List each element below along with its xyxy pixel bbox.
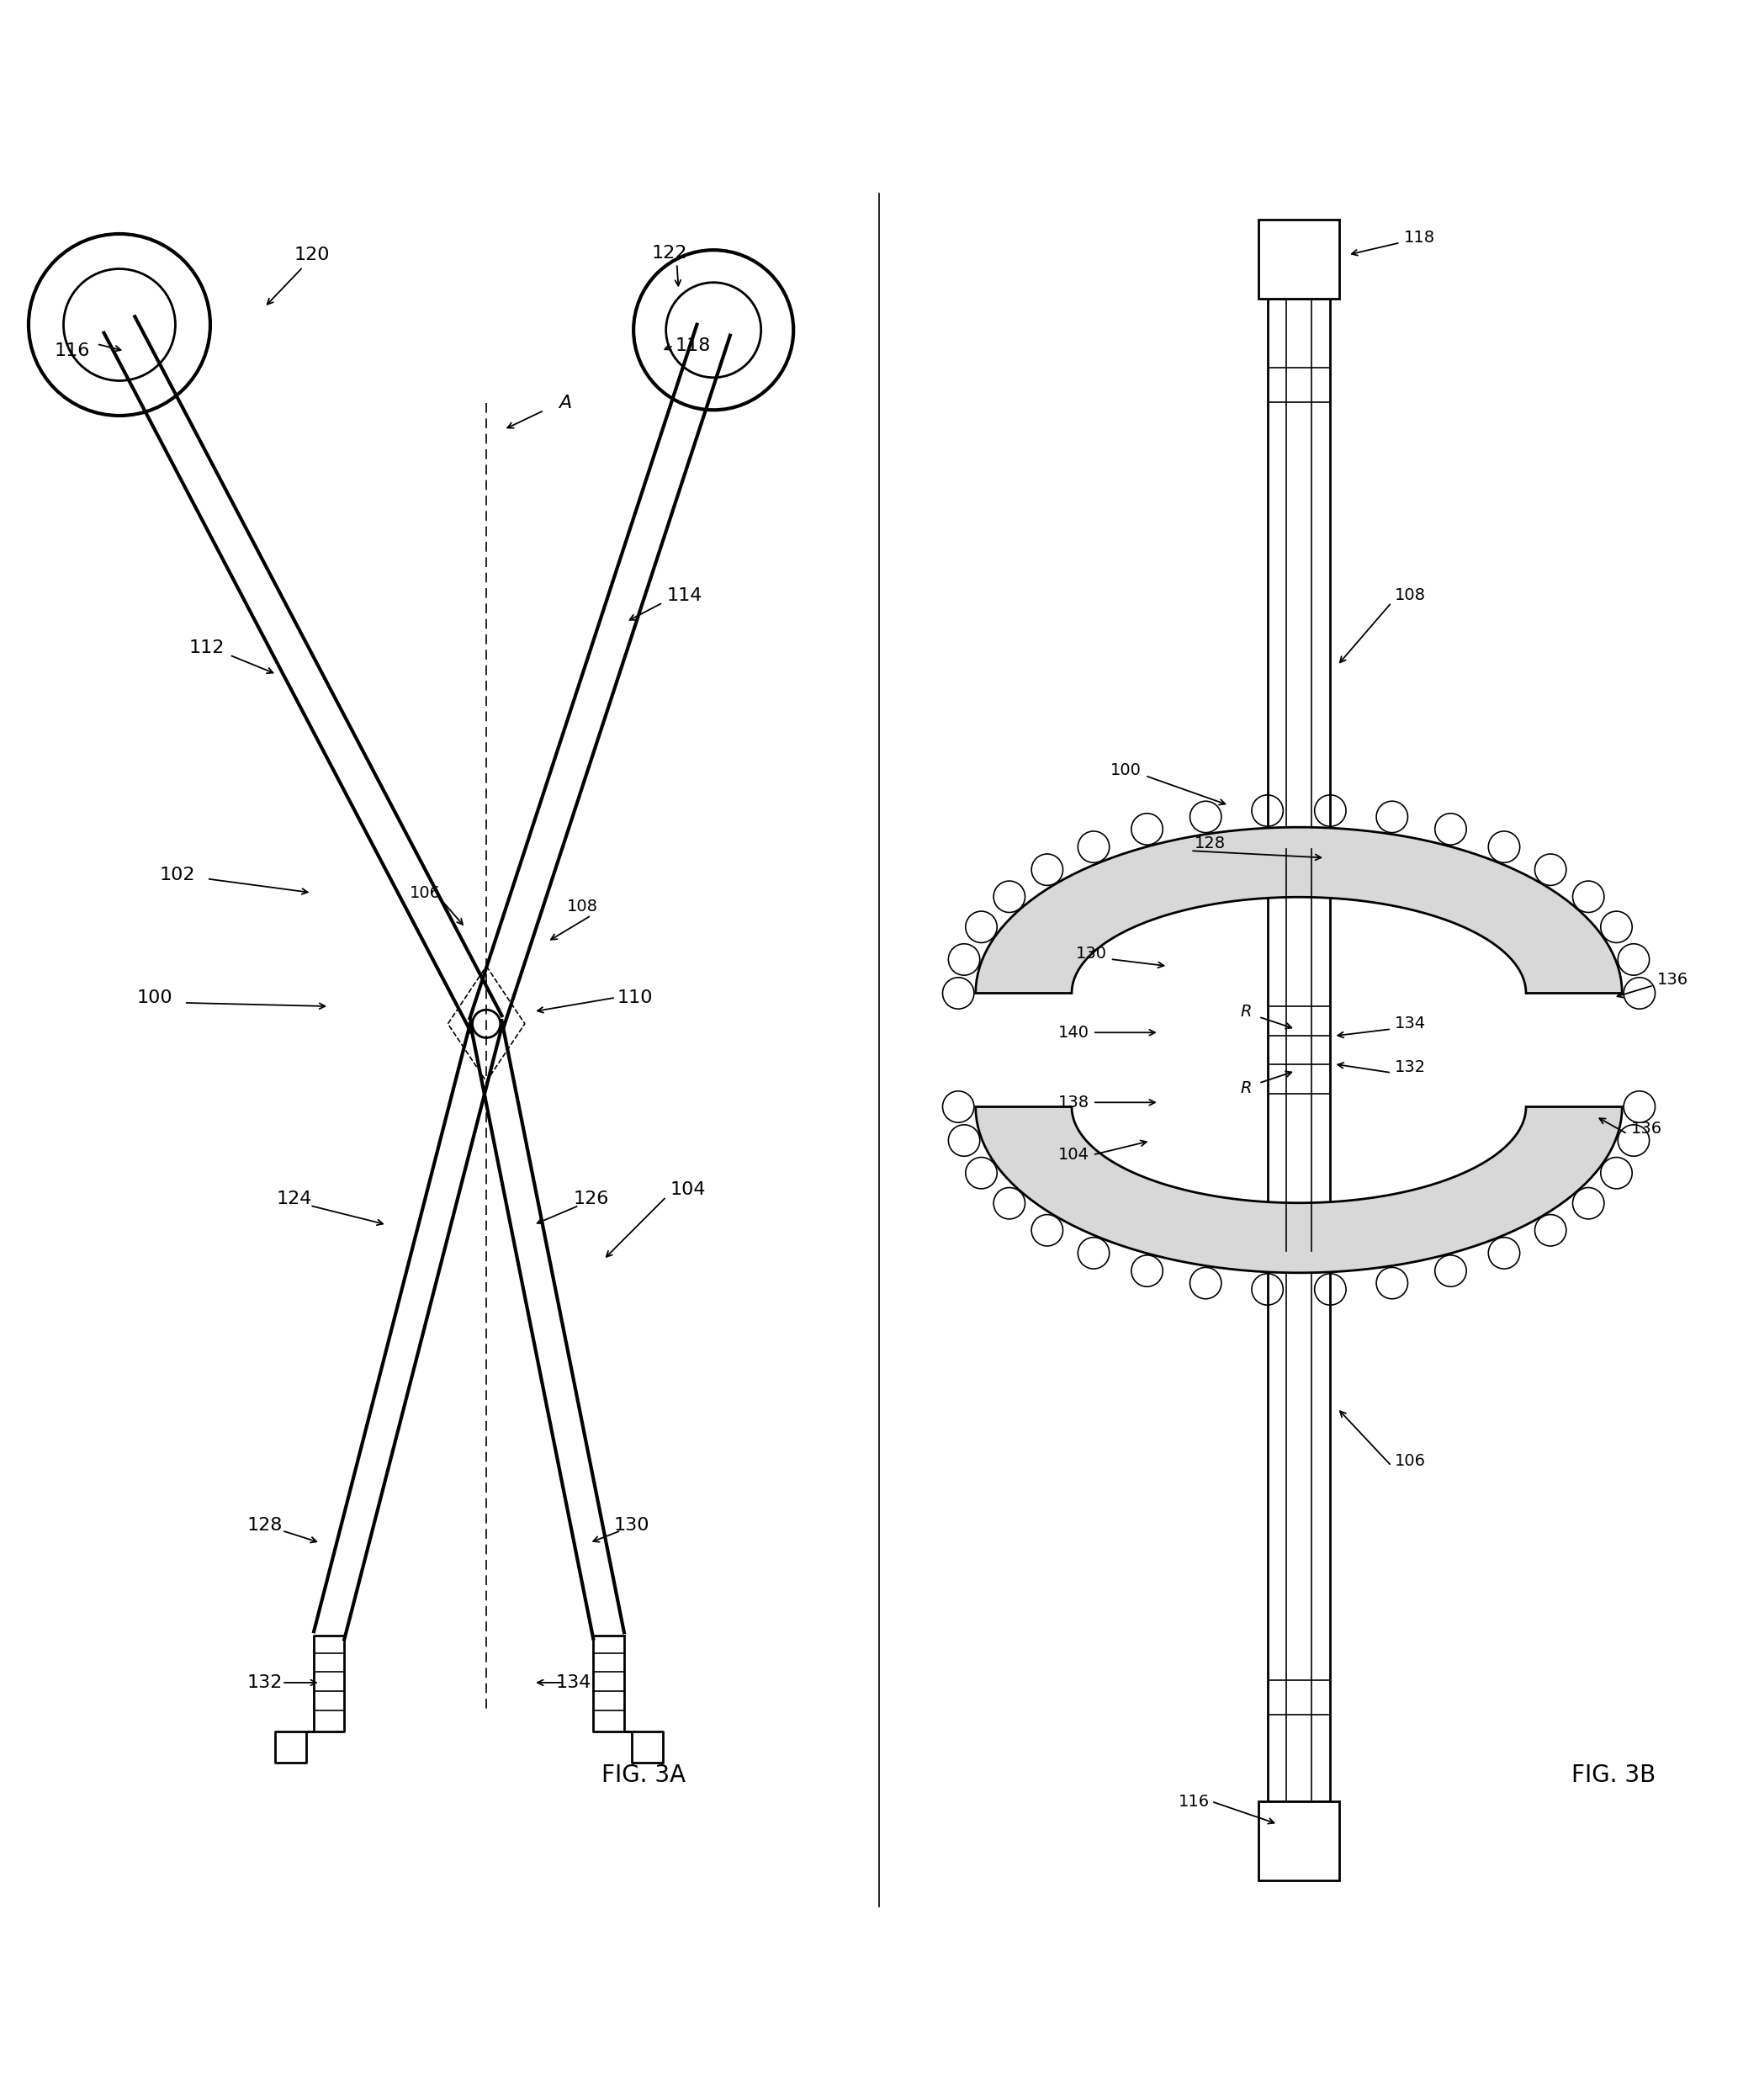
Text: 122: 122 [653, 246, 688, 262]
Text: 140: 140 [1059, 1025, 1089, 1040]
Text: 118: 118 [675, 338, 711, 355]
Text: 116: 116 [1179, 1793, 1210, 1810]
Text: 114: 114 [667, 588, 702, 605]
Text: 128: 128 [246, 1516, 281, 1533]
Text: 110: 110 [617, 989, 653, 1006]
Text: 108: 108 [566, 899, 598, 916]
Text: 112: 112 [188, 640, 225, 657]
Text: 120: 120 [294, 246, 329, 262]
Text: FIG. 3A: FIG. 3A [602, 1764, 686, 1787]
Text: 124: 124 [276, 1191, 311, 1208]
Text: 102: 102 [160, 867, 195, 884]
Polygon shape [976, 827, 1622, 993]
Text: 128: 128 [1194, 836, 1226, 853]
Bar [1259, 1802, 1339, 1880]
Polygon shape [976, 1107, 1622, 1273]
Text: 130: 130 [1075, 945, 1106, 962]
Text: R: R [1240, 1004, 1252, 1018]
Text: 138: 138 [1057, 1094, 1089, 1111]
Text: 118: 118 [1404, 229, 1435, 246]
Text: 132: 132 [1395, 1060, 1427, 1075]
Bar [1268, 1224, 1330, 1802]
Text: 130: 130 [614, 1516, 649, 1533]
Text: A: A [559, 395, 572, 412]
Text: 134: 134 [1395, 1016, 1427, 1031]
Text: 100: 100 [137, 989, 172, 1006]
Text: FIG. 3B: FIG. 3B [1571, 1764, 1655, 1787]
Text: R: R [1240, 1082, 1252, 1096]
Text: 126: 126 [573, 1191, 609, 1208]
Text: 136: 136 [1657, 972, 1689, 989]
Text: 100: 100 [1110, 762, 1142, 779]
Bar [1268, 848, 1330, 1252]
Text: 106: 106 [1395, 1453, 1427, 1468]
Text: 134: 134 [556, 1674, 591, 1691]
Text: 116: 116 [55, 342, 90, 359]
Text: 108: 108 [1395, 588, 1427, 603]
Text: 136: 136 [1631, 1121, 1662, 1136]
Bar [1259, 220, 1339, 298]
Text: 104: 104 [670, 1182, 705, 1199]
Text: 104: 104 [1059, 1147, 1089, 1163]
Text: 132: 132 [246, 1674, 281, 1691]
Bar [1268, 298, 1330, 876]
Text: 106: 106 [410, 884, 442, 901]
